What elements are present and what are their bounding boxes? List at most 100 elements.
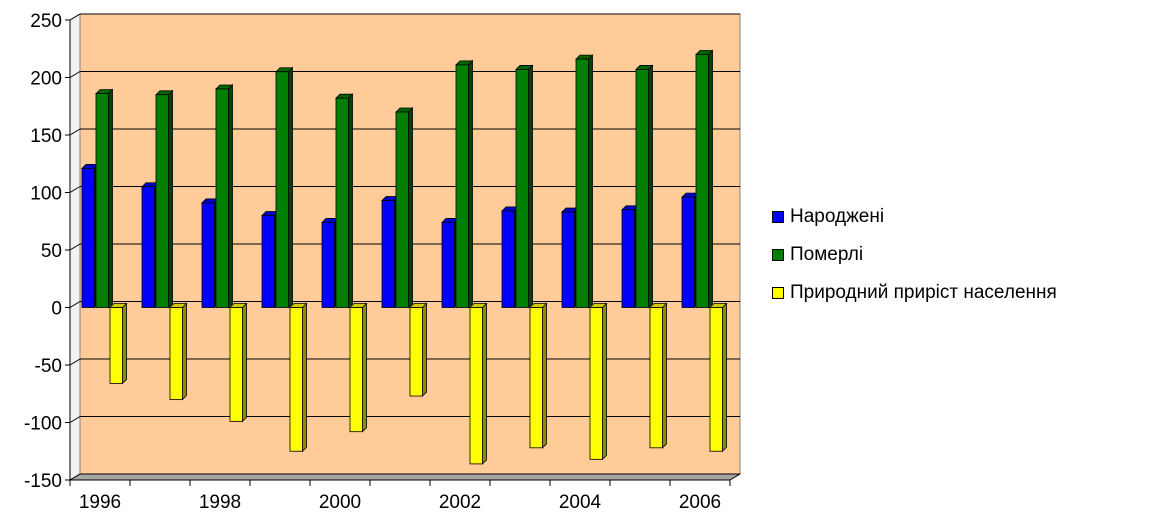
legend-label-died: Померлі: [790, 244, 864, 265]
bar-front: [395, 111, 409, 308]
legend-swatch-natural-increase: [772, 287, 784, 299]
bar-died-1999: [275, 66, 294, 309]
bar-died-2000: [335, 93, 354, 309]
gridline-side: [69, 358, 81, 366]
bar-died-2005: [635, 64, 654, 309]
bar-front: [695, 54, 709, 308]
y-tick-label: -50: [35, 356, 62, 377]
bar-front: [469, 307, 483, 465]
bar-front: [229, 307, 243, 422]
bar-front: [635, 69, 649, 308]
bar-front: [275, 71, 289, 308]
bar-side: [168, 89, 173, 309]
bar-side: [108, 88, 113, 309]
bar-side: [708, 49, 713, 309]
bar-front: [575, 58, 589, 308]
bar-side: [228, 84, 233, 309]
bar-front: [109, 307, 123, 384]
bar-died-2003: [515, 64, 534, 309]
bar-front: [215, 88, 229, 308]
bar-front: [515, 69, 529, 308]
bar-front: [561, 211, 575, 308]
bar-side: [648, 64, 653, 309]
bar-side: [362, 302, 367, 433]
gridline-side: [69, 243, 81, 251]
y-tick-label: -150: [24, 471, 62, 492]
bar-natural-increase-1996: [109, 302, 128, 385]
legend-item-died: Померлі: [772, 236, 1172, 274]
bar-side: [288, 66, 293, 309]
bar-side: [528, 64, 533, 309]
bar-side: [482, 302, 487, 465]
bar-side: [662, 302, 667, 449]
gridline-side: [69, 301, 81, 308]
gridline-side: [69, 71, 81, 78]
y-tick-label: 100: [30, 184, 62, 205]
bar-side: [122, 302, 127, 385]
y-tick-label: -100: [24, 414, 62, 435]
legend-item-natural-increase: Природний приріст населення: [772, 274, 1172, 312]
legend-label-born: Народжені: [790, 206, 885, 227]
bar-front: [141, 186, 155, 308]
legend: Народжені Померлі Природний приріст насе…: [772, 198, 1172, 312]
bar-side: [242, 302, 247, 423]
bar-died-2006: [695, 49, 714, 309]
bar-front: [709, 307, 723, 452]
legend-swatch-born: [772, 211, 784, 223]
bar-died-2004: [575, 54, 594, 309]
x-axis-depth: [729, 473, 741, 481]
bar-side: [408, 107, 413, 309]
bar-front: [381, 200, 395, 308]
gridline-side: [69, 416, 81, 423]
bar-front: [335, 97, 349, 308]
bar-front: [169, 307, 183, 400]
legend-swatch-died: [772, 249, 784, 261]
x-tick-label: 2004: [559, 492, 602, 513]
legend-item-born: Народжені: [772, 198, 1172, 236]
bar-died-1996: [95, 88, 114, 309]
gridline-side: [69, 128, 81, 136]
bar-front: [95, 93, 109, 308]
x-tick-label: 2006: [679, 492, 721, 513]
bar-side: [422, 302, 427, 398]
bar-side: [302, 302, 307, 453]
bar-natural-increase-2003: [529, 302, 548, 449]
bar-natural-increase-1998: [229, 302, 248, 423]
bar-natural-increase-2002: [469, 302, 488, 465]
gridline-side: [69, 13, 81, 21]
bar-side: [348, 93, 353, 309]
bar-front: [501, 210, 515, 308]
y-tick-label: 50: [41, 241, 62, 262]
gridline-side: [69, 473, 81, 481]
bar-front: [649, 307, 663, 449]
bar-side: [468, 59, 473, 309]
bar-natural-increase-1997: [169, 302, 188, 401]
bar-front: [349, 307, 363, 433]
bar-side: [182, 302, 187, 401]
bar-natural-increase-2004: [589, 302, 608, 461]
bar-front: [155, 94, 169, 308]
bar-front: [621, 209, 635, 308]
bar-natural-increase-2005: [649, 302, 668, 449]
bar-natural-increase-2006: [709, 302, 728, 453]
y-tick-label: 0: [51, 299, 62, 320]
x-tick-label: 2002: [439, 492, 481, 513]
y-tick-label: 150: [30, 126, 62, 147]
bar-side: [722, 302, 727, 453]
bar-died-1998: [215, 84, 234, 309]
legend-label-natural-increase: Природний приріст населення: [790, 282, 1057, 303]
bar-born-2005: [621, 204, 640, 309]
plot-floor: [68, 473, 742, 481]
bar-side: [588, 54, 593, 309]
bar-front: [681, 196, 695, 308]
gridline-side: [69, 186, 81, 193]
bar-front: [289, 307, 303, 452]
bar-died-1997: [155, 89, 174, 309]
bar-front: [321, 221, 335, 308]
bar-natural-increase-2001: [409, 302, 428, 398]
y-tick-label: 250: [30, 11, 62, 32]
x-tick-label: 2000: [319, 492, 361, 513]
bar-front: [589, 307, 603, 460]
bar-front: [409, 307, 423, 397]
